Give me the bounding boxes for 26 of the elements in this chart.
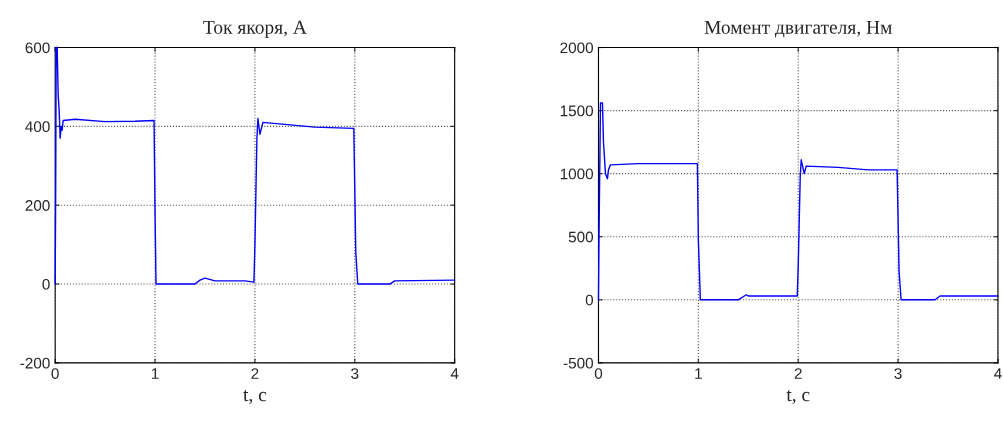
x-tick-label: 0 (51, 368, 59, 379)
line-series (597, 102, 999, 301)
y-tick-label: 0 (42, 278, 50, 290)
x-tick-label: 3 (894, 368, 902, 379)
chart-title: Ток якоря, А (203, 20, 307, 38)
y-tick-label: -500 (563, 357, 594, 369)
y-tick-label: 1000 (560, 168, 594, 180)
x-tick-label: 4 (450, 368, 459, 379)
y-tick-label: 1500 (560, 105, 594, 117)
x-tick-label: 2 (794, 368, 802, 379)
x-tick-label: 2 (251, 368, 259, 379)
x-axis-title: t, c (786, 390, 810, 405)
x-axis-title: t, c (243, 390, 267, 405)
y-tick-label: 400 (25, 121, 50, 133)
y-tick-label: 0 (585, 294, 594, 306)
x-tick-label: 0 (594, 368, 603, 379)
y-tick-label: 200 (25, 200, 50, 211)
chart-title: Момент двигателя, Нм (704, 20, 892, 38)
y-tick-label: -200 (20, 357, 50, 369)
y-tick-label: 2000 (560, 42, 594, 54)
y-tick-label: 600 (25, 42, 50, 54)
x-tick-label: 1 (151, 368, 159, 379)
x-tick-label: 3 (351, 368, 359, 379)
x-tick-label: 4 (994, 368, 1002, 379)
y-tick-label: 500 (568, 231, 594, 243)
x-tick-label: 1 (695, 368, 702, 379)
